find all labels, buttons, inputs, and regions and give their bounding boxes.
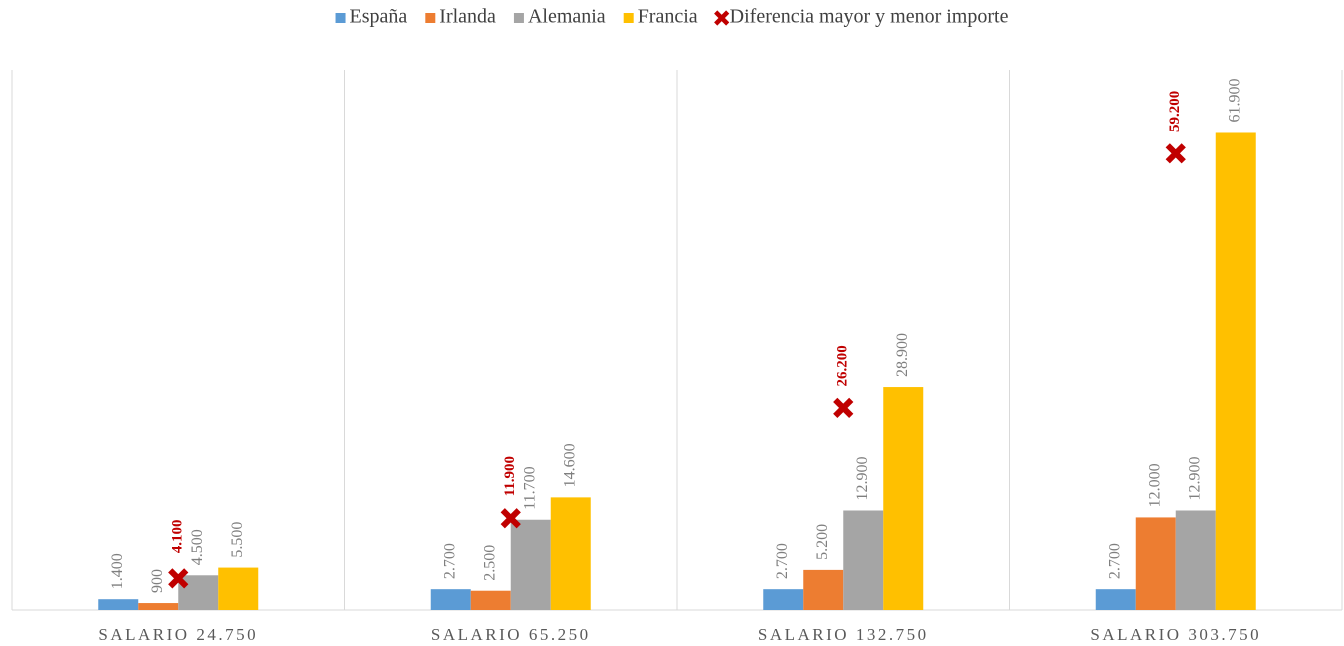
bar: [1095, 589, 1136, 610]
data-label: 14.600: [561, 443, 578, 487]
bar: [550, 497, 591, 610]
bar: [1135, 517, 1176, 610]
legend-swatch: [425, 13, 436, 23]
data-label: 2.700: [1106, 543, 1123, 579]
bar: [470, 590, 511, 610]
marker: [833, 397, 854, 419]
x-tick-label: SALARIO 303.750: [1090, 625, 1261, 644]
legend-label: España: [350, 6, 408, 28]
legend-marker: [714, 10, 730, 26]
marker: [168, 568, 189, 589]
data-label: 2.700: [441, 543, 458, 579]
bar: [843, 510, 884, 610]
legend-label: Francia: [638, 6, 698, 28]
bar: [218, 567, 259, 610]
data-label: 59.200: [1167, 91, 1183, 132]
data-label: 900: [149, 569, 166, 593]
bar: [883, 387, 924, 610]
x-tick-label: SALARIO 24.750: [98, 625, 258, 644]
bar: [98, 599, 139, 610]
marker: [500, 508, 521, 529]
legend-swatch: [335, 13, 346, 23]
legend-label: Alemania: [528, 6, 606, 28]
data-label: 12.900: [1186, 456, 1203, 500]
marker: [1165, 143, 1186, 164]
data-label: 4.500: [189, 529, 206, 565]
bar: [1215, 132, 1256, 610]
bar: [510, 519, 551, 610]
legend-label: Diferencia mayor y menor importe: [730, 6, 1009, 28]
legend-swatch: [623, 13, 634, 23]
data-label: 1.400: [109, 553, 126, 589]
data-label: 61.900: [1226, 78, 1243, 122]
x-tick-label: SALARIO 132.750: [758, 625, 929, 644]
x-tick-label: SALARIO 65.250: [431, 625, 591, 644]
bar: [763, 589, 804, 610]
data-label: 11.900: [502, 456, 518, 496]
data-label: 5.500: [229, 522, 246, 558]
bar: [430, 589, 471, 610]
bar: [1175, 510, 1216, 610]
data-label: 2.500: [481, 545, 498, 581]
data-label: 5.200: [814, 524, 831, 560]
legend-label: Irlanda: [439, 6, 496, 28]
data-label: 2.700: [774, 543, 791, 579]
bar: [803, 569, 844, 610]
data-label: 11.700: [521, 466, 538, 509]
bar: [138, 603, 179, 610]
data-label: 26.200: [835, 345, 851, 386]
data-label: 12.000: [1146, 463, 1163, 507]
legend-swatch: [513, 13, 524, 23]
data-label: 28.900: [894, 333, 911, 377]
data-label: 4.100: [170, 519, 186, 553]
data-label: 12.900: [854, 456, 871, 500]
